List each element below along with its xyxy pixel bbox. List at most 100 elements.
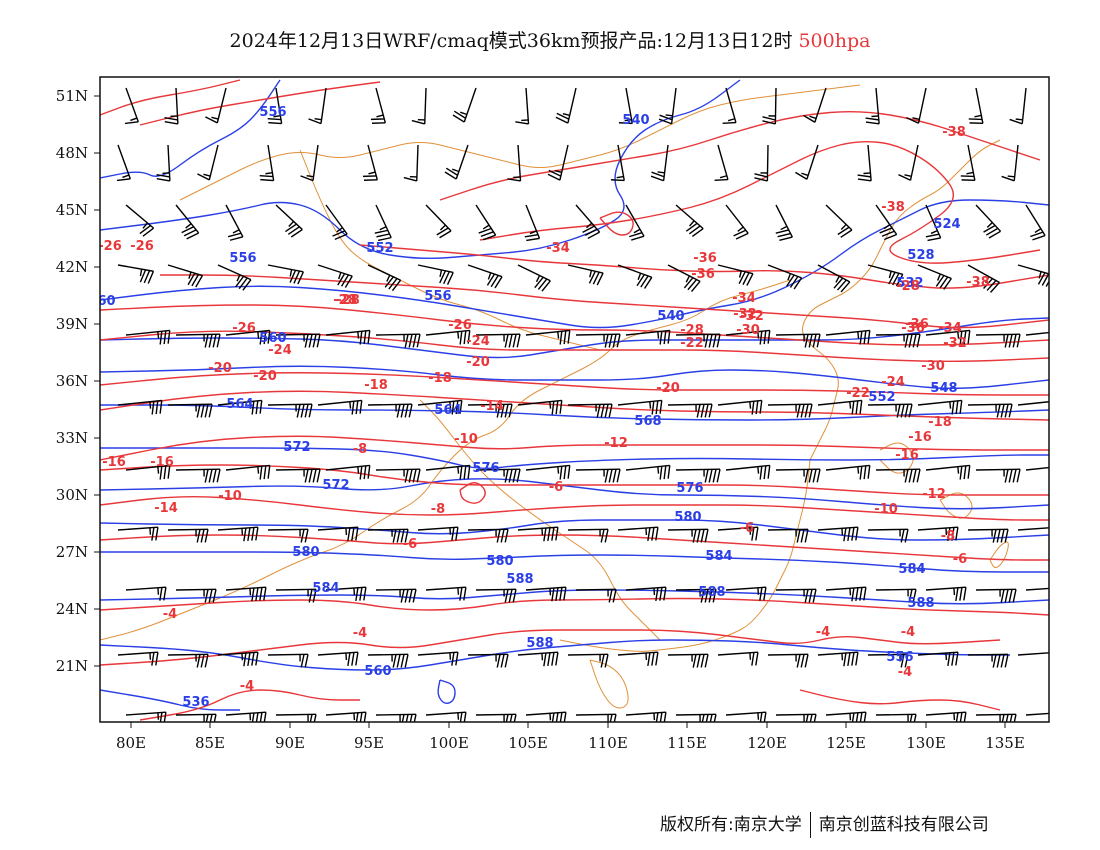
temperature-contour-label: -26 [130,239,154,254]
wind-barb [667,403,713,418]
temperature-contour-label: -32 [943,336,967,351]
wind-barb [325,464,371,480]
wind-barb [117,651,159,666]
wind-barb [167,528,209,543]
lat-tick-label: 51N [56,87,88,105]
wind-barb [425,464,471,480]
height-contour-label: 556 [229,251,256,266]
height-contour-label: 580 [292,545,319,560]
wind-barb [775,333,821,348]
lon-tick-label: 90E [275,734,305,752]
wind-barb [1025,331,1049,336]
footer-credit: 版权所有:南京大学 南京创蓝科技有限公司 [660,810,989,838]
wind-barb [817,526,859,542]
lon-tick-label: 95E [354,734,384,752]
wind-barb [675,204,704,238]
temperature-contour [100,390,1049,421]
wind-barb [725,586,767,601]
height-contour-label: 588 [526,636,553,651]
wind-barb [817,264,851,293]
wind-barb [625,586,667,602]
temperature-contour [100,79,241,116]
wind-barb [925,711,967,722]
temperature-contour-label: -34 [732,291,756,306]
lat-tick-label: 48N [56,144,88,162]
wind-barb [875,588,917,603]
height-contour [100,447,1049,470]
temperature-contour-label: -12 [604,436,628,451]
wind-barb [617,651,659,667]
height-contour [100,79,741,260]
wind-barb [725,711,767,722]
temperature-contour-label: -36 [901,321,925,336]
temperature-contour-label: -30 [921,359,945,374]
wind-barb [617,399,663,415]
wind-barb [975,588,1017,603]
lat-tick-label: 36N [56,372,88,390]
temperature-contour [100,435,1049,461]
temperature-contour-label: -28 [896,279,920,294]
footer-right: 南京创蓝科技有限公司 [818,815,989,835]
lat-tick-label: 45N [56,201,88,219]
wind-barb [754,144,769,182]
wind-barb [317,651,359,667]
height-contour-label: 524 [933,217,960,232]
temperature-contour-label: -6 [953,552,967,567]
wind-barb [667,528,709,543]
wind-barb [525,711,567,722]
wind-barb [714,144,729,182]
wind-barb [767,264,803,290]
temperature-contour [100,330,1049,363]
height-contour [100,365,1049,390]
wind-barb [403,144,419,182]
longitude-axis: 80E 85E 90E 95E 100E 105E 110E 115E 120E 125E 130E… [116,722,1025,752]
temperature-contour-label: -26 [448,318,472,333]
wind-barb [925,204,942,242]
height-contour-label: 536 [182,695,209,710]
wind-barb [625,711,667,722]
wind-barb [507,144,522,182]
temperature-contour-label: -10 [218,489,242,504]
wind-barb [167,653,209,668]
wind-barb [417,399,463,415]
lat-tick-label: 33N [56,429,88,447]
temperature-contour-label: -30 [736,323,760,338]
temperature-contour-label: -6 [549,480,563,495]
coastline-segment [419,399,661,641]
wind-barb [524,204,541,242]
wind-barb [1017,527,1049,531]
wind-barb [275,204,303,238]
wind-barb [775,204,793,241]
height-contour-label: 588 [698,585,725,600]
wind-barb [1017,652,1049,656]
wind-barb [125,204,155,237]
wind-barb [567,528,609,543]
wind-barb [575,713,617,722]
wind-barb [517,264,551,292]
wind-barb [575,333,621,348]
chart-title: 2024年12月13日WRF/cmaq模式36km预报产品:12月13日12时 5… [0,26,1100,53]
wind-barb [675,468,721,483]
temperature-contour-label: -4 [816,625,830,640]
temperature-contour-label: -24 [466,334,490,349]
lon-tick-label: 135E [985,734,1025,752]
wind-barb [267,264,304,285]
wind-barb [116,144,131,182]
wind-barb [975,468,1021,483]
coastline-segment [299,149,601,351]
wind-barb [725,464,771,480]
height-contour-label: 584 [898,562,925,577]
height-contour [100,551,1049,573]
wind-barb [217,651,259,667]
wind-barb [325,204,348,240]
wind-barb [367,653,409,668]
height-contour [100,404,1049,421]
wind-barb [317,399,363,415]
wind-barb [225,204,244,241]
wind-barb [767,403,813,418]
wind-barb [117,399,163,415]
height-contours [100,79,1049,711]
wind-barb [825,204,853,238]
wind-barb [717,399,763,415]
wind-barb [467,403,513,418]
